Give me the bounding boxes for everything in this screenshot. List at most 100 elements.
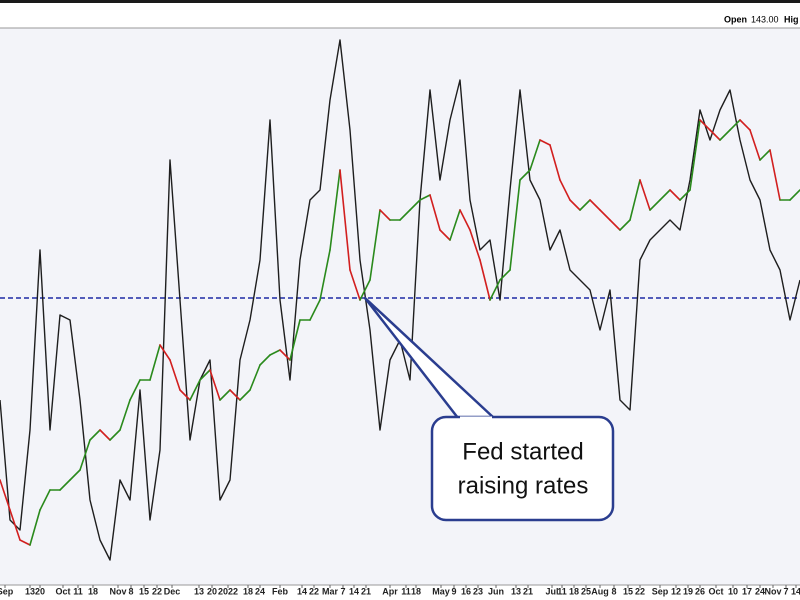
x-tick-label: 24: [755, 586, 765, 596]
average-segment: [189, 379, 201, 401]
average-segment: [429, 194, 441, 231]
average-segment: [699, 119, 711, 131]
header-label: Open: [724, 14, 747, 24]
x-tick-label: 26: [695, 586, 705, 596]
x-tick-label: May: [432, 586, 450, 596]
average-segment: [309, 299, 321, 321]
x-tick-label: 13: [511, 586, 521, 596]
x-tick-label: 9: [451, 586, 456, 596]
x-tick-label: 22: [152, 586, 162, 596]
average-segment: [759, 149, 771, 161]
x-tick-label: 13: [25, 586, 35, 596]
average-segment: [489, 279, 501, 301]
plot-area: [0, 28, 800, 585]
average-segment: [409, 199, 421, 211]
average-segment: [689, 119, 701, 191]
average-segment: [249, 364, 261, 391]
x-tick-label: Jul: [545, 586, 558, 596]
average-segment: [609, 219, 621, 231]
average-segment: [459, 209, 471, 231]
header-value: 143.00: [751, 14, 779, 24]
average-segment: [499, 269, 511, 281]
average-segment: [619, 219, 631, 231]
top-bar: [0, 0, 800, 3]
x-tick-label: Feb: [272, 586, 289, 596]
x-tick-label: 15: [623, 586, 633, 596]
average-segment: [599, 209, 611, 221]
average-segment: [749, 129, 761, 161]
average-segment: [289, 319, 301, 361]
x-tick-label: 18: [88, 586, 98, 596]
average-segment: [129, 379, 141, 401]
x-tick-label: 16: [461, 586, 471, 596]
x-tick-label: Mar: [322, 586, 339, 596]
x-tick-label: 24: [255, 586, 265, 596]
average-segment: [329, 169, 341, 251]
x-tick-label: 18: [411, 586, 421, 596]
average-segment: [629, 179, 641, 221]
average-segment: [679, 189, 691, 201]
x-tick-label: Nov: [109, 586, 126, 596]
average-segment: [739, 119, 751, 131]
x-tick-label: Sep: [652, 586, 669, 596]
average-segment: [99, 429, 111, 441]
average-segment: [659, 189, 671, 201]
average-segment: [269, 349, 281, 356]
average-segment: [439, 229, 451, 241]
average-segment: [349, 269, 361, 301]
average-segment: [319, 249, 331, 301]
average-segment: [149, 344, 161, 381]
average-segment: [449, 209, 461, 241]
x-tick-label: 20: [207, 586, 217, 596]
x-tick-label: 18: [243, 586, 253, 596]
average-segment: [229, 389, 241, 401]
average-segment: [219, 389, 231, 401]
average-segment: [209, 369, 221, 401]
x-tick-label: 13: [194, 586, 204, 596]
average-segment: [259, 354, 271, 366]
average-segment: [379, 209, 391, 221]
average-segment: [29, 509, 41, 546]
x-tick-label: 7: [783, 586, 788, 596]
x-tick-label: 18: [569, 586, 579, 596]
average-segment: [669, 189, 681, 201]
average-segment: [769, 149, 781, 201]
x-tick-label: Nov: [764, 586, 781, 596]
average-segment: [109, 429, 121, 441]
average-segment: [159, 344, 171, 361]
average-segment: [359, 279, 371, 301]
average-segment: [79, 439, 91, 471]
x-tick-label: 8: [611, 586, 616, 596]
x-tick-label: 14: [349, 586, 359, 596]
average-segment: [709, 129, 721, 141]
average-segment: [479, 259, 491, 301]
average-segment: [39, 489, 51, 511]
average-segment: [579, 199, 591, 211]
average-segment: [589, 199, 601, 211]
x-tick-label: 14: [791, 586, 800, 596]
average-segment: [119, 399, 131, 431]
average-segment: [549, 144, 561, 181]
average-segment: [729, 119, 741, 131]
plot: Sep1320Oct1118Nov81522Dec132020221824Feb…: [0, 39, 800, 596]
x-tick-label: 8: [128, 586, 133, 596]
annotation-text: raising rates: [458, 472, 589, 499]
average-segment: [69, 469, 81, 481]
average-segment: [399, 209, 411, 221]
average-segment: [789, 189, 800, 201]
average-segment: [279, 349, 291, 361]
average-segment: [9, 509, 21, 541]
x-tick-label: 22: [309, 586, 319, 596]
x-tick-label: 19: [683, 586, 693, 596]
x-tick-label: 20: [35, 586, 45, 596]
average-segment: [179, 389, 191, 401]
x-tick-label: Jun: [488, 586, 504, 596]
average-segment: [89, 429, 101, 441]
callout-box: [430, 415, 615, 522]
average-segment: [199, 369, 211, 381]
x-tick-label: Apr: [382, 586, 398, 596]
average-segment: [719, 129, 731, 141]
average-segment: [419, 194, 431, 201]
average-segment: [559, 179, 571, 201]
x-tick-label: 17: [742, 586, 752, 596]
